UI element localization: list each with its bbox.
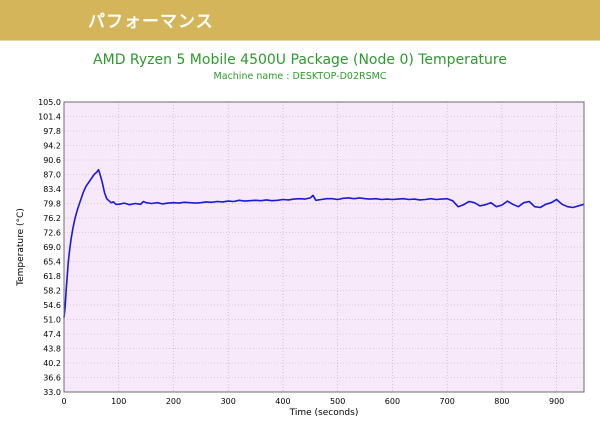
y-tick-label: 105.0 bbox=[38, 98, 61, 107]
y-tick-label: 79.8 bbox=[43, 200, 61, 209]
y-tick-label: 33.0 bbox=[43, 388, 61, 397]
y-tick-label: 83.4 bbox=[43, 185, 61, 194]
x-tick-label: 400 bbox=[275, 397, 290, 406]
y-axis-label: Temperature (°C) bbox=[16, 208, 26, 287]
header-rule bbox=[0, 40, 600, 41]
y-tick-label: 61.8 bbox=[43, 272, 61, 281]
y-tick-label: 36.6 bbox=[43, 374, 61, 383]
y-tick-label: 43.8 bbox=[43, 345, 61, 354]
y-tick-label: 69.0 bbox=[43, 243, 61, 252]
x-tick-label: 300 bbox=[221, 397, 236, 406]
x-tick-label: 800 bbox=[494, 397, 509, 406]
y-axis: 33.0 36.6 40.2 43.8 47.4 51.0 54.6 58.2 61.8 65.4… bbox=[38, 98, 61, 397]
x-tick-label: 200 bbox=[166, 397, 181, 406]
y-tick-label: 94.2 bbox=[43, 142, 61, 151]
y-tick-label: 51.0 bbox=[43, 316, 61, 325]
series-layer bbox=[63, 168, 585, 318]
header-title: パフォーマンス bbox=[88, 12, 214, 32]
y-tick-label: 101.4 bbox=[38, 113, 61, 122]
chart-title: AMD Ryzen 5 Mobile 4500U Package (Node 0… bbox=[93, 52, 507, 68]
series-line-temperature bbox=[63, 168, 585, 318]
y-tick-label: 72.6 bbox=[43, 229, 61, 238]
x-tick-label: 100 bbox=[111, 397, 126, 406]
chart-subtitle: Machine name : DESKTOP-D02RSMC bbox=[213, 71, 387, 82]
x-tick-label: 0 bbox=[61, 397, 66, 406]
y-tick-label: 58.2 bbox=[43, 287, 61, 296]
plot-border bbox=[63, 101, 585, 393]
y-tick-label: 47.4 bbox=[43, 330, 61, 339]
y-tick-label: 65.4 bbox=[43, 258, 61, 267]
y-tick-label: 54.6 bbox=[43, 301, 61, 310]
y-tick-label: 76.2 bbox=[43, 214, 61, 223]
x-axis-label: Time (seconds) bbox=[289, 408, 359, 418]
x-tick-label: 500 bbox=[330, 397, 345, 406]
plot-area bbox=[64, 102, 584, 392]
x-axis: 0 100 200 300 400 500 600 700 800 900 bbox=[61, 397, 564, 406]
y-tick-label: 87.0 bbox=[43, 171, 61, 180]
x-tick-label: 700 bbox=[440, 397, 455, 406]
x-tick-label: 600 bbox=[385, 397, 400, 406]
x-tick-label: 900 bbox=[549, 397, 564, 406]
y-tick-label: 40.2 bbox=[43, 359, 61, 368]
header-band bbox=[0, 0, 600, 40]
y-tick-label: 90.6 bbox=[43, 156, 61, 165]
y-tick-label: 97.8 bbox=[43, 127, 61, 136]
